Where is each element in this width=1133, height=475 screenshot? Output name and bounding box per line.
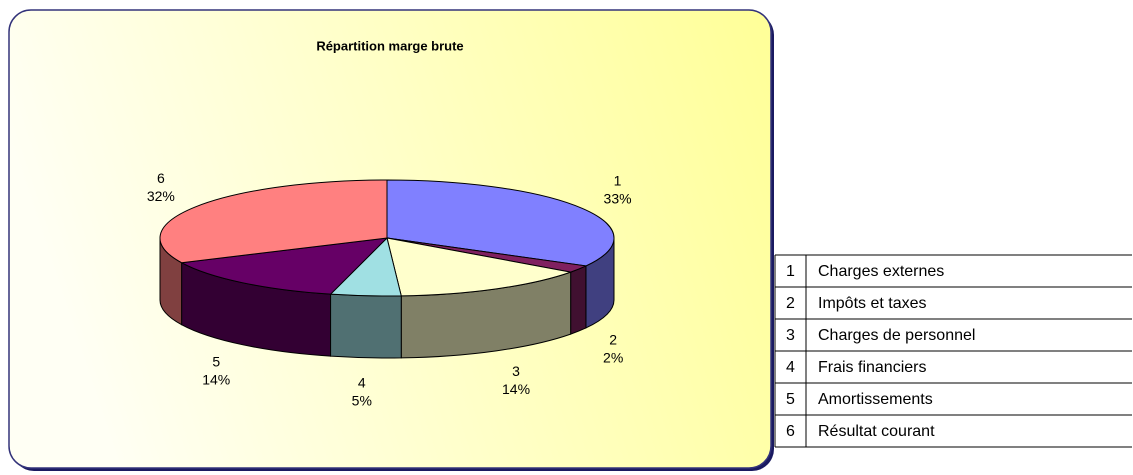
legend: 1 Charges externes 2 Impôts et taxes 3 Charge… bbox=[774, 254, 1132, 448]
legend-entry: Charges de personnel bbox=[818, 327, 975, 344]
legend-key: 5 bbox=[786, 391, 795, 408]
pie-side bbox=[570, 265, 587, 335]
legend-key: 6 bbox=[786, 423, 795, 440]
pie-slice bbox=[179, 237, 389, 295]
pie: 1 33% 2 2% 3 14% 4 5% 5 14% 6 32% bbox=[147, 170, 632, 408]
chart-title: Répartition marge brute bbox=[316, 38, 463, 53]
data-label-category: 1 bbox=[614, 172, 622, 188]
data-label: 32% bbox=[147, 188, 175, 204]
pie-side bbox=[330, 293, 402, 359]
legend-entry: Charges externes bbox=[818, 263, 944, 280]
data-label: 33% bbox=[604, 190, 632, 206]
legend-key: 3 bbox=[786, 327, 795, 344]
data-label-category: 2 bbox=[609, 332, 617, 348]
pie-slice bbox=[386, 237, 573, 297]
legend-entry: Frais financiers bbox=[818, 359, 926, 376]
data-label: 2% bbox=[603, 350, 623, 366]
data-label-category: 5 bbox=[212, 353, 220, 369]
legend-key: 1 bbox=[786, 263, 795, 280]
data-label-category: 4 bbox=[358, 374, 366, 390]
data-label-category: 3 bbox=[512, 363, 520, 379]
legend-entry: Amortissements bbox=[818, 391, 933, 408]
legend-entry: Impôts et taxes bbox=[818, 295, 927, 312]
legend-entry: Résultat courant bbox=[818, 423, 935, 440]
legend-key: 4 bbox=[786, 359, 795, 376]
data-label: 14% bbox=[502, 381, 530, 397]
data-label-category: 6 bbox=[157, 170, 165, 186]
pie-slice bbox=[159, 179, 388, 264]
data-label: 14% bbox=[202, 371, 230, 387]
legend-key: 2 bbox=[786, 295, 795, 312]
pie-slice bbox=[386, 179, 615, 267]
data-label: 5% bbox=[352, 392, 372, 408]
